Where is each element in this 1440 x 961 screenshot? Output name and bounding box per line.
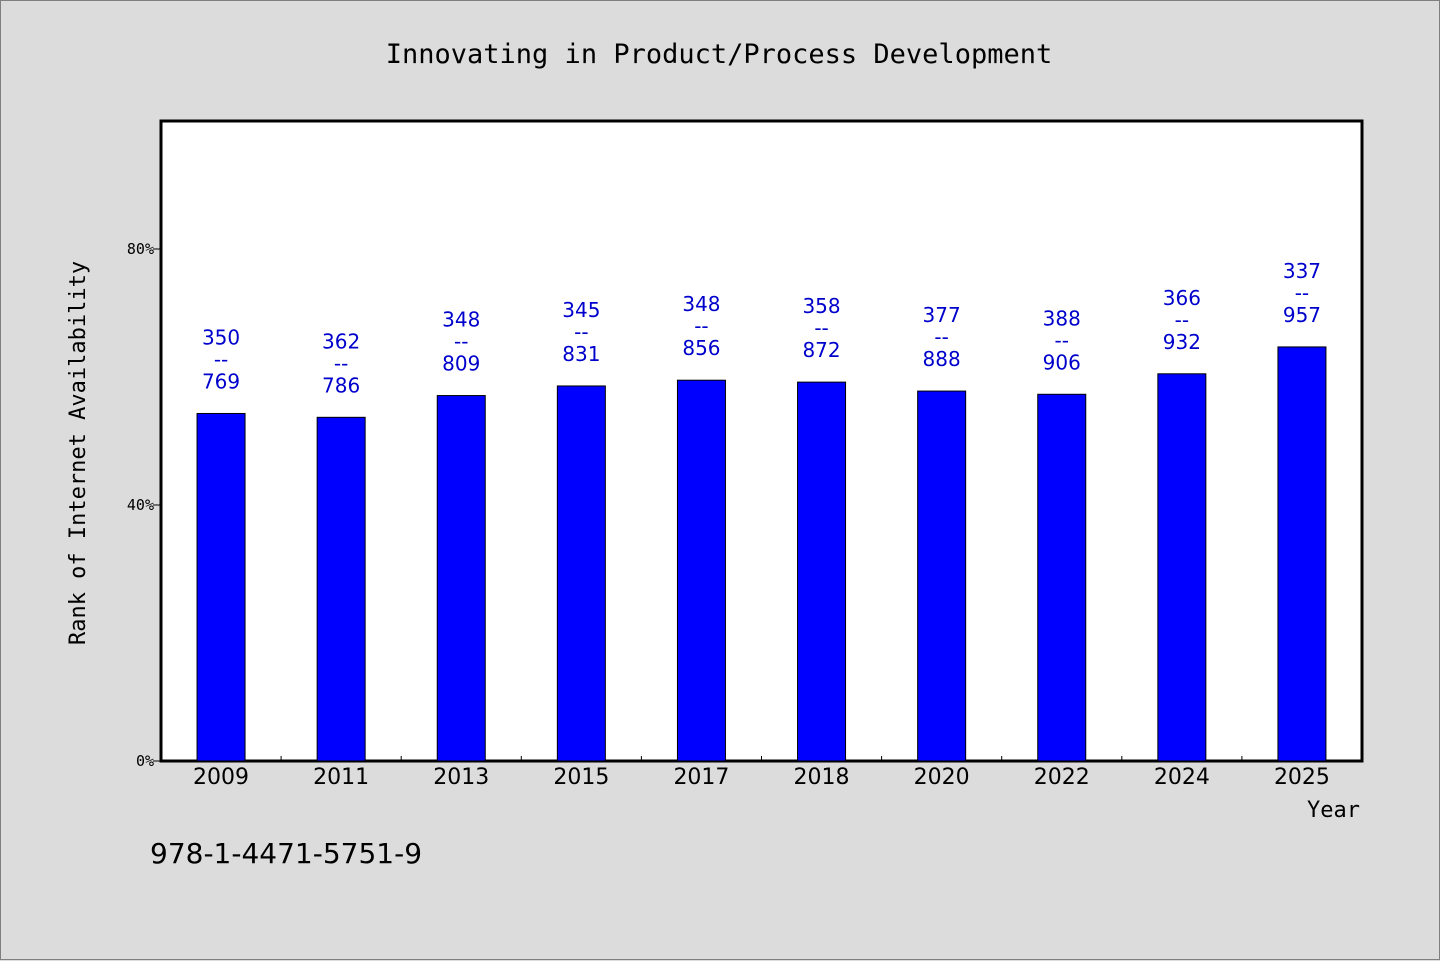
- data-label-2011-bottom: 786: [322, 373, 360, 397]
- data-label-2017-bottom: 856: [682, 336, 720, 360]
- bar-2017: [676, 379, 726, 762]
- chart-title: Innovating in Product/Process Developmen…: [386, 39, 1052, 70]
- x-tick-label-2011: 2011: [313, 765, 369, 790]
- data-label-2015-bottom: 831: [562, 342, 600, 366]
- data-label-2017-top: 348: [682, 292, 720, 316]
- x-tick-label-2009: 2009: [193, 765, 249, 790]
- x-tick-label-2017: 2017: [673, 765, 729, 790]
- x-axis-label: Year: [1307, 798, 1360, 823]
- data-label-2013-bottom: 809: [442, 352, 480, 376]
- data-label-2024-top: 366: [1163, 286, 1201, 310]
- x-tick-label-2022: 2022: [1034, 765, 1090, 790]
- bar-2022: [1037, 393, 1087, 762]
- y-tick-label-80: 80%: [127, 240, 154, 258]
- bar-2009: [196, 412, 246, 762]
- data-label-2022-sep: --: [1055, 328, 1069, 352]
- x-tick-label-2018: 2018: [794, 765, 850, 790]
- isbn-text: 978-1-4471-5751-9: [150, 837, 422, 870]
- data-label-2009-sep: --: [214, 347, 228, 371]
- data-label-2024-bottom: 932: [1163, 330, 1201, 354]
- x-axis-ticks: 2009 2011 2013 2015 2017 2018 2020 2022 2024 2025: [193, 756, 1330, 790]
- data-labels-group: 350--769362--786348--809345--831348--856…: [202, 259, 1321, 397]
- bar-2011: [316, 416, 366, 762]
- data-label-2020-sep: --: [934, 325, 948, 349]
- data-label-2009-top: 350: [202, 325, 240, 349]
- x-tick-label-2013: 2013: [433, 765, 489, 790]
- data-label-2017-sep: --: [694, 314, 708, 338]
- data-label-2013-top: 348: [442, 308, 480, 332]
- bar-2024: [1157, 373, 1207, 762]
- bar-2015: [556, 385, 606, 762]
- bar-2013: [436, 395, 486, 762]
- x-tick-label-2024: 2024: [1154, 765, 1210, 790]
- data-label-2020-bottom: 888: [923, 347, 961, 371]
- data-label-2011-top: 362: [322, 329, 360, 353]
- y-tick-label-0: 0%: [136, 752, 154, 770]
- data-label-2022-bottom: 906: [1043, 350, 1081, 374]
- data-label-2015-sep: --: [574, 320, 588, 344]
- bars-group: [196, 346, 1327, 762]
- data-label-2025-bottom: 957: [1283, 303, 1321, 327]
- data-label-2025-sep: --: [1295, 281, 1309, 305]
- y-axis-label: Rank of Internet Availability: [66, 261, 91, 645]
- data-label-2015-top: 345: [562, 298, 600, 322]
- bar-2025: [1277, 346, 1327, 762]
- data-label-2011-sep: --: [334, 351, 348, 375]
- y-tick-label-40: 40%: [127, 496, 154, 514]
- data-label-2018-bottom: 872: [802, 338, 840, 362]
- x-tick-label-2015: 2015: [553, 765, 609, 790]
- data-label-2013-sep: --: [454, 330, 468, 354]
- data-label-2009-bottom: 769: [202, 369, 240, 393]
- y-axis-ticks: 0% 40% 80%: [127, 240, 161, 770]
- data-label-2018-sep: --: [814, 316, 828, 340]
- data-label-2024-sep: --: [1175, 308, 1189, 332]
- data-label-2022-top: 388: [1043, 306, 1081, 330]
- data-label-2025-top: 337: [1283, 259, 1321, 283]
- bar-2018: [797, 381, 847, 762]
- x-tick-label-2020: 2020: [914, 765, 970, 790]
- x-tick-label-2025: 2025: [1274, 765, 1330, 790]
- data-label-2020-top: 377: [923, 303, 961, 327]
- bar-2020: [917, 390, 967, 762]
- data-label-2018-top: 358: [802, 294, 840, 318]
